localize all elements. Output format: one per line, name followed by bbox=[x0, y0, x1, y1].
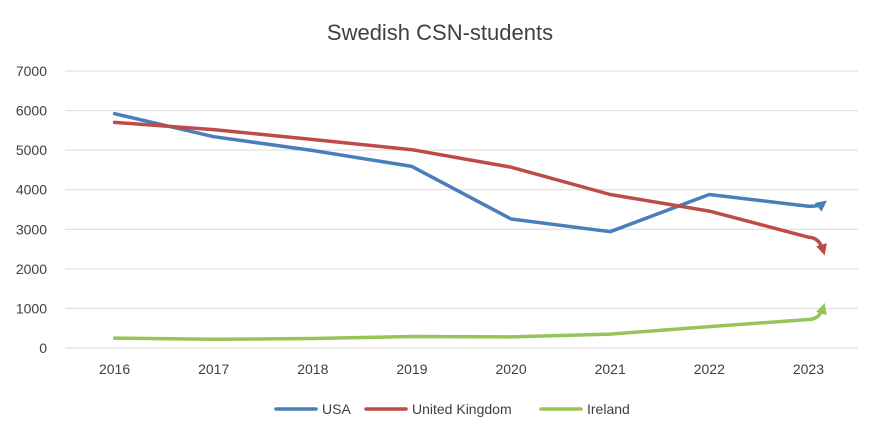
series-line-ireland bbox=[112, 302, 827, 342]
x-tick-label: 2017 bbox=[198, 361, 229, 377]
x-tick-label: 2016 bbox=[99, 361, 130, 377]
chart-title: Swedish CSN-students bbox=[327, 20, 553, 45]
x-tick-label: 2023 bbox=[793, 361, 824, 377]
y-tick-label: 4000 bbox=[16, 182, 47, 198]
legend-label: United Kingdom bbox=[412, 401, 512, 417]
legend: USA United Kingdom Ireland bbox=[274, 401, 630, 417]
y-axis-ticks: 0 1000 2000 3000 4000 5000 6000 7000 bbox=[16, 63, 47, 356]
y-tick-label: 1000 bbox=[16, 300, 47, 316]
legend-label: Ireland bbox=[587, 401, 630, 417]
x-axis-ticks: 2016 2017 2018 2019 2020 2021 2022 2023 bbox=[99, 361, 824, 377]
y-tick-label: 5000 bbox=[16, 142, 47, 158]
legend-label: USA bbox=[322, 401, 351, 417]
x-tick-label: 2020 bbox=[495, 361, 526, 377]
series-lines bbox=[112, 111, 827, 342]
y-tick-label: 3000 bbox=[16, 221, 47, 237]
x-tick-label: 2021 bbox=[595, 361, 626, 377]
y-tick-label: 0 bbox=[39, 340, 47, 356]
series-line-usa bbox=[112, 111, 827, 234]
y-tick-label: 2000 bbox=[16, 261, 47, 277]
series-line-united-kingdom bbox=[112, 120, 827, 256]
y-tick-label: 7000 bbox=[16, 63, 47, 79]
x-tick-label: 2018 bbox=[297, 361, 328, 377]
x-tick-label: 2022 bbox=[694, 361, 725, 377]
y-tick-label: 6000 bbox=[16, 103, 47, 119]
x-tick-label: 2019 bbox=[396, 361, 427, 377]
gridlines bbox=[65, 70, 858, 349]
